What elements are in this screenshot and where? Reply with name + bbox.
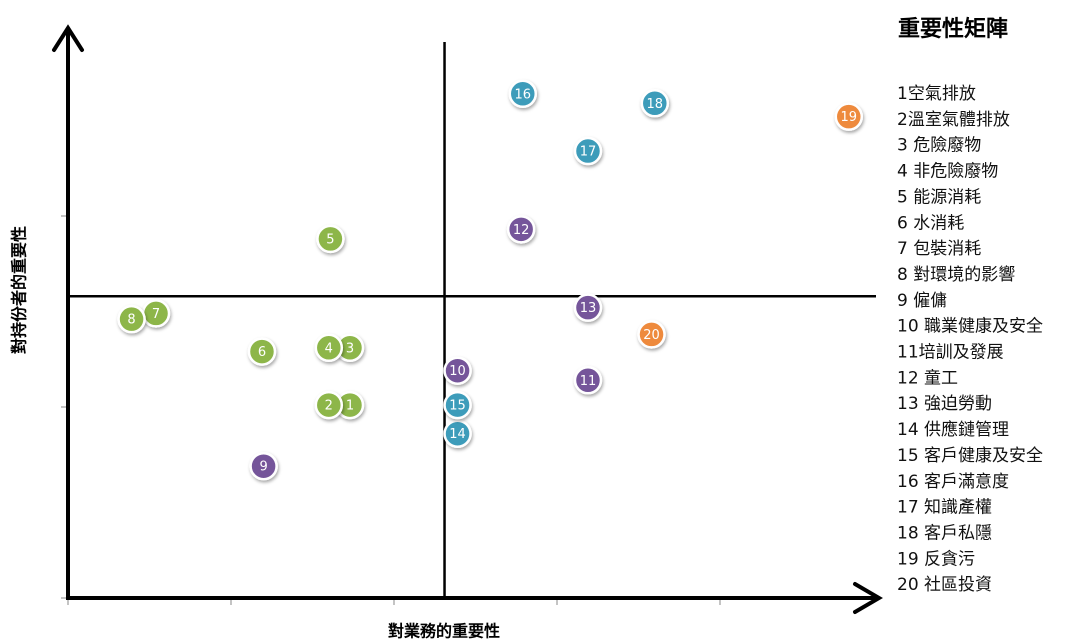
point: 13 bbox=[573, 293, 603, 322]
y-axis-label: 對持份者的重要性 bbox=[10, 226, 29, 354]
point: 17 bbox=[573, 136, 603, 166]
point-label: 1 bbox=[346, 399, 354, 414]
point-label: 11 bbox=[580, 374, 597, 389]
point-label: 13 bbox=[580, 301, 597, 316]
list-item: 5 能源消耗 bbox=[897, 187, 981, 207]
point-label: 3 bbox=[346, 341, 354, 356]
point-label: 12 bbox=[513, 223, 530, 238]
point-label: 15 bbox=[449, 399, 466, 414]
point-marker bbox=[249, 451, 278, 481]
point: 7 bbox=[141, 299, 171, 328]
point: 3 bbox=[335, 333, 365, 363]
point: 1 bbox=[335, 390, 365, 420]
list-item: 19 反貪污 bbox=[897, 548, 975, 569]
point-label: 10 bbox=[449, 364, 466, 379]
point-label: 14 bbox=[449, 427, 466, 442]
point: 8 bbox=[117, 304, 146, 334]
point-label: 4 bbox=[325, 341, 333, 356]
list-item: 3 危險廢物 bbox=[897, 136, 981, 156]
list-item: 2溫室氣體排放 bbox=[897, 110, 1010, 130]
point: 16 bbox=[508, 79, 538, 109]
point-label: 18 bbox=[647, 97, 664, 112]
point-label: 20 bbox=[643, 328, 660, 343]
list-item: 4 非危險廢物 bbox=[897, 162, 998, 182]
list-item: 16 客戶滿意度 bbox=[897, 472, 1009, 492]
point-label: 17 bbox=[580, 145, 597, 160]
list-item: 18 客戶私隱 bbox=[897, 523, 992, 543]
x-axis-arrow bbox=[853, 582, 883, 614]
point-marker bbox=[508, 79, 538, 109]
y-axis-arrow bbox=[52, 24, 84, 52]
point-marker bbox=[573, 366, 603, 395]
point-label: 9 bbox=[259, 460, 267, 475]
list-item: 11培訓及發展 bbox=[897, 343, 1004, 363]
list-item: 14 供應鏈管理 bbox=[897, 419, 1009, 440]
list-item: 7 包裝消耗 bbox=[897, 239, 981, 259]
point-label: 2 bbox=[325, 399, 333, 414]
point-marker bbox=[316, 224, 345, 254]
point-marker bbox=[443, 419, 472, 448]
point-label: 5 bbox=[326, 232, 334, 247]
point-label: 8 bbox=[127, 313, 135, 328]
x-axis-label: 對業務的重要性 bbox=[388, 622, 500, 641]
list-item: 15 客戶健康及安全 bbox=[897, 446, 1043, 466]
point-marker bbox=[247, 337, 277, 366]
list-item: 17 知識產權 bbox=[897, 498, 992, 518]
list-item: 6 水消耗 bbox=[897, 213, 964, 233]
list-item: 1空氣排放 bbox=[897, 84, 976, 104]
point-marker bbox=[314, 390, 344, 420]
point-label: 16 bbox=[514, 87, 531, 102]
point-marker bbox=[506, 215, 536, 244]
point-marker bbox=[573, 293, 603, 322]
list-item: 12 童工 bbox=[897, 368, 958, 388]
list-item: 10 職業健康及安全 bbox=[897, 317, 1043, 337]
point: 11 bbox=[573, 366, 603, 395]
chart-title: 重要性矩陣 bbox=[898, 16, 1008, 42]
point: 2 bbox=[314, 390, 344, 420]
list-item: 8 對環境的影響 bbox=[897, 265, 1015, 285]
list-item: 13 強迫勞動 bbox=[897, 394, 992, 414]
point-label: 19 bbox=[840, 110, 857, 125]
point: 14 bbox=[443, 419, 472, 448]
point-marker bbox=[443, 356, 472, 385]
point-marker bbox=[573, 136, 603, 166]
point: 20 bbox=[637, 320, 666, 349]
point: 5 bbox=[316, 224, 345, 254]
point: 6 bbox=[247, 337, 277, 366]
point-marker bbox=[443, 390, 472, 420]
point: 19 bbox=[834, 102, 864, 131]
point: 10 bbox=[443, 356, 472, 385]
point: 9 bbox=[249, 451, 278, 481]
point-marker bbox=[834, 102, 864, 131]
point-marker bbox=[117, 304, 146, 334]
list-item: 9 僱傭 bbox=[897, 291, 947, 311]
point: 4 bbox=[314, 333, 344, 363]
point-label: 7 bbox=[152, 307, 160, 322]
list-item: 20 社區投資 bbox=[897, 575, 992, 595]
point-marker bbox=[640, 89, 670, 118]
point-marker bbox=[637, 320, 666, 349]
point-label: 6 bbox=[258, 345, 266, 360]
point: 15 bbox=[443, 390, 472, 420]
point: 12 bbox=[506, 215, 536, 244]
point-marker bbox=[314, 333, 344, 363]
point: 18 bbox=[640, 89, 670, 118]
